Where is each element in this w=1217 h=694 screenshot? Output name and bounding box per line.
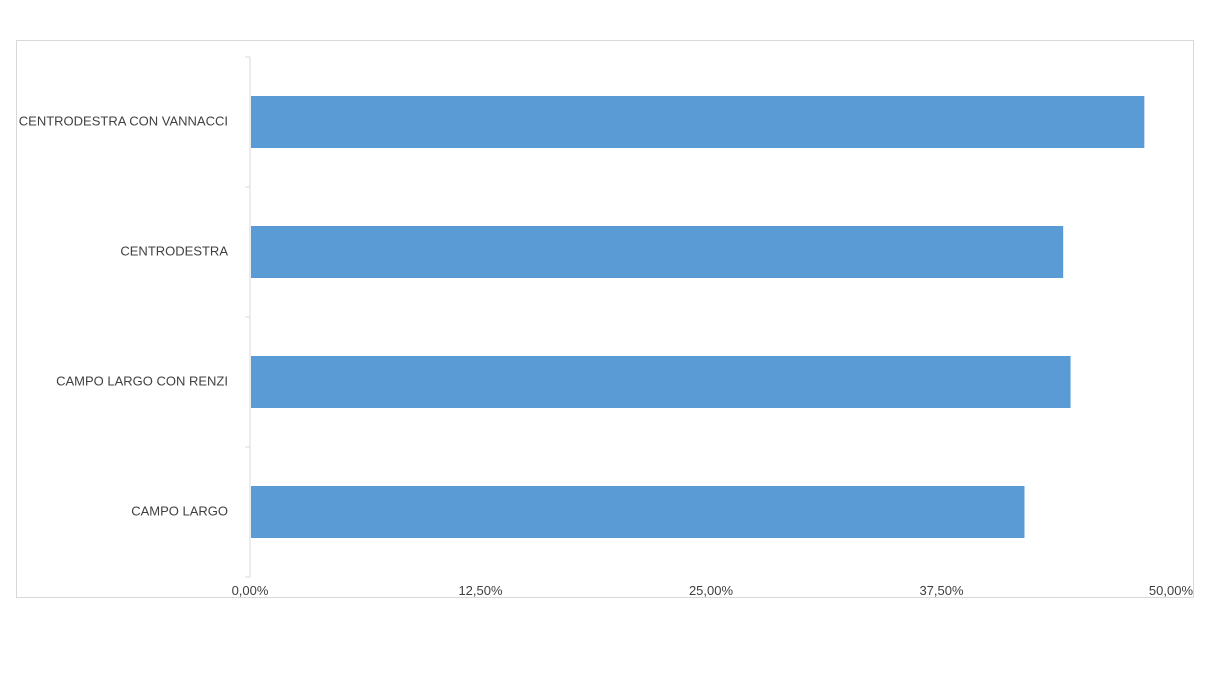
- x-tick-label: 37,50%: [919, 583, 964, 598]
- x-tick-label: 50,00%: [1149, 583, 1194, 598]
- x-tick-label: 12,50%: [458, 583, 503, 598]
- category-label: CAMPO LARGO CON RENZI: [56, 373, 228, 388]
- x-tick-label: 25,00%: [689, 583, 734, 598]
- bar: [251, 96, 1145, 148]
- category-labels: CENTRODESTRA CON VANNACCI CENTRODESTRA CAM…: [19, 113, 229, 518]
- category-label: CENTRODESTRA CON VANNACCI: [19, 113, 228, 128]
- x-tick-label: 0,00%: [232, 583, 269, 598]
- bar: [251, 486, 1025, 538]
- bar: [251, 226, 1064, 278]
- category-label: CAMPO LARGO: [131, 503, 228, 518]
- bars: [251, 96, 1145, 538]
- bar: [251, 356, 1071, 408]
- x-axis-tick-labels: 0,00% 12,50% 25,00% 37,50% 50,00%: [232, 583, 1194, 598]
- category-label: CENTRODESTRA: [120, 243, 228, 258]
- y-axis-ticks: [245, 56, 250, 578]
